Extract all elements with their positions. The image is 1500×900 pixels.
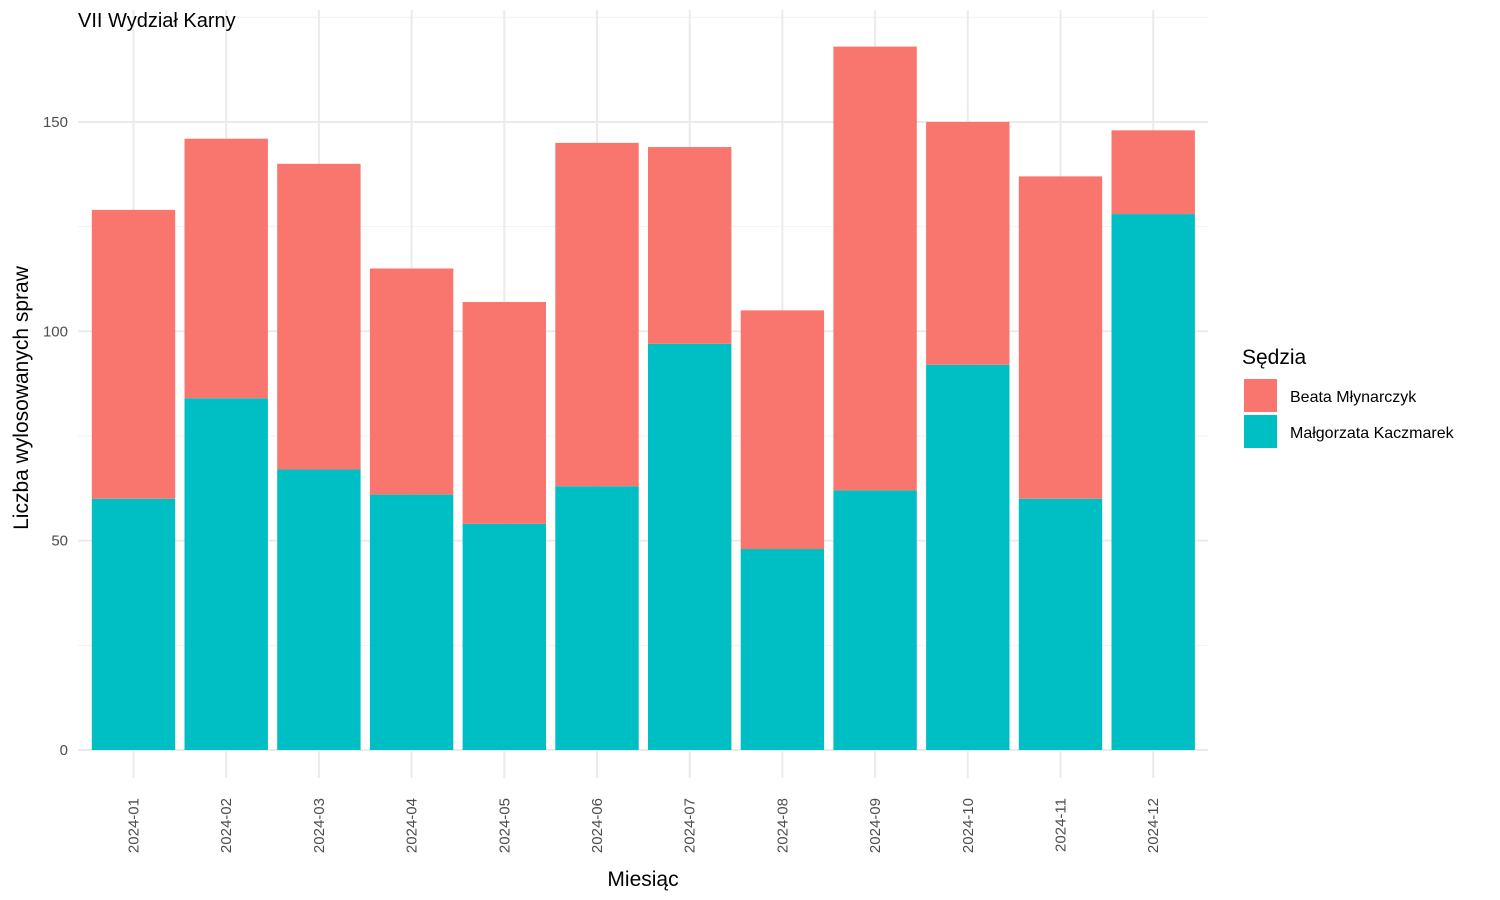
bar-beata-mlynarczyk-2024-03 <box>277 163 361 470</box>
x-tick-label: 2024-04 <box>404 798 421 853</box>
bar-malgorzata-kaczmarek-2024-09 <box>833 490 917 750</box>
bar-malgorzata-kaczmarek-2024-06 <box>555 486 639 750</box>
x-tick-label: 2024-10 <box>960 798 977 853</box>
bar-beata-mlynarczyk-2024-06 <box>555 142 639 487</box>
legend-key-swatch <box>1244 415 1277 448</box>
legend-label: Beata Młynarczyk <box>1290 389 1417 406</box>
x-tick-label: 2024-03 <box>311 798 328 853</box>
bar-malgorzata-kaczmarek-2024-12 <box>1111 214 1195 751</box>
x-tick-label: 2024-06 <box>589 798 606 853</box>
bar-beata-mlynarczyk-2024-08 <box>740 310 825 550</box>
bar-malgorzata-kaczmarek-2024-02 <box>184 398 268 750</box>
legend-key-swatch <box>1244 379 1277 412</box>
bar-malgorzata-kaczmarek-2024-07 <box>648 343 732 750</box>
bar-beata-mlynarczyk-2024-07 <box>648 147 732 344</box>
x-tick-label: 2024-09 <box>867 798 884 853</box>
bar-beata-mlynarczyk-2024-10 <box>926 121 1010 365</box>
bar-beata-mlynarczyk-2024-11 <box>1018 176 1103 499</box>
y-tick-label: 50 <box>51 533 68 550</box>
x-axis-title: Miesiąc <box>607 868 678 891</box>
x-tick-label: 2024-02 <box>218 798 235 853</box>
x-axis-ticks: 2024-01 2024-02 2024-03 2024-04 2024-05 2024-… <box>126 798 1163 853</box>
bar-beata-mlynarczyk-2024-02 <box>184 138 268 399</box>
x-tick-label: 2024-07 <box>682 798 699 853</box>
bar-malgorzata-kaczmarek-2024-01 <box>91 498 176 750</box>
bar-beata-mlynarczyk-2024-09 <box>833 46 917 491</box>
bar-malgorzata-kaczmarek-2024-03 <box>277 469 361 750</box>
chart-title: VII Wydział Karny <box>78 10 236 32</box>
x-tick-label: 2024-08 <box>774 798 791 853</box>
legend: Sędzia Beata Młynarczyk Małgorzata Kaczma… <box>1242 346 1455 448</box>
y-tick-label: 0 <box>60 742 68 759</box>
legend-title: Sędzia <box>1242 346 1307 369</box>
x-tick-label: 2024-12 <box>1145 798 1162 853</box>
legend-label: Małgorzata Kaczmarek <box>1290 425 1455 442</box>
bar-malgorzata-kaczmarek-2024-04 <box>369 494 454 750</box>
bars <box>91 46 1195 751</box>
bar-beata-mlynarczyk-2024-05 <box>462 301 546 524</box>
bar-beata-mlynarczyk-2024-01 <box>91 209 176 499</box>
y-axis-ticks: 0 50 100 150 <box>43 114 68 759</box>
bar-malgorzata-kaczmarek-2024-08 <box>740 549 825 750</box>
x-tick-label: 2024-05 <box>496 798 513 853</box>
bar-malgorzata-kaczmarek-2024-11 <box>1018 498 1103 750</box>
y-tick-label: 150 <box>43 114 68 131</box>
bar-beata-mlynarczyk-2024-12 <box>1111 130 1195 215</box>
bar-beata-mlynarczyk-2024-04 <box>369 268 454 495</box>
y-tick-label: 100 <box>43 323 68 340</box>
x-tick-label: 2024-01 <box>126 798 143 853</box>
x-tick-label: 2024-11 <box>1053 798 1070 852</box>
y-axis-title: Liczba wylosowanych spraw <box>10 265 33 530</box>
bar-malgorzata-kaczmarek-2024-10 <box>926 364 1010 750</box>
bar-malgorzata-kaczmarek-2024-05 <box>462 523 546 750</box>
